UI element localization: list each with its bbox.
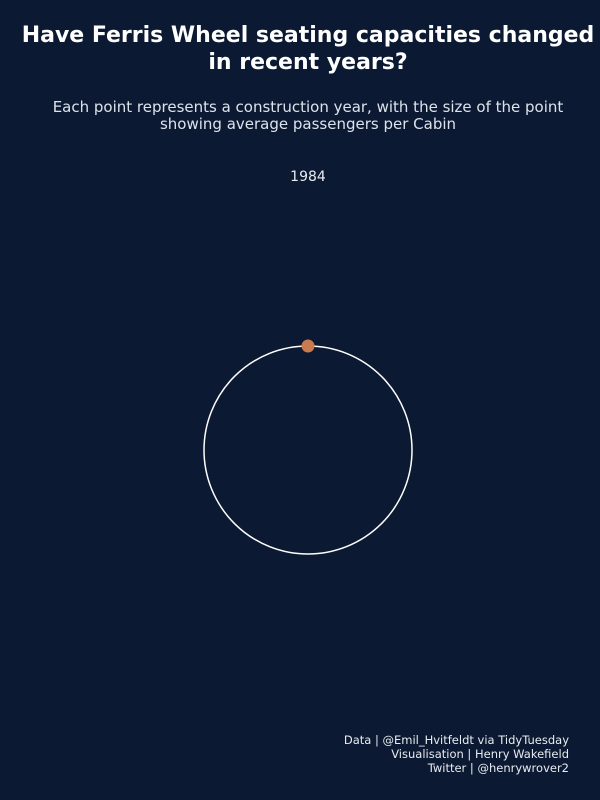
caption: Data | @Emil_Hvitfeldt via TidyTuesday V… [344, 733, 569, 775]
chart-title-line2: in recent years? [208, 50, 408, 75]
chart-subtitle-line1: Each point represents a construction yea… [52, 98, 564, 116]
caption-data-source: Data | @Emil_Hvitfeldt via TidyTuesday [343, 733, 569, 747]
chart-subtitle-line2: showing average passengers per Cabin [159, 115, 457, 133]
data-points-group [301, 339, 315, 353]
chart-title: Have Ferris Wheel seating capacities cha… [0, 22, 600, 76]
chart-subtitle: Each point represents a construction yea… [0, 99, 600, 133]
ferris-wheel-ring [203, 345, 413, 555]
caption-twitter-handle: Twitter | @henrywrover2 [427, 761, 569, 775]
frame-year-label: 1984 [290, 169, 326, 185]
data-point-1984 [301, 339, 315, 353]
chart-title-line1: Have Ferris Wheel seating capacities cha… [21, 23, 595, 48]
caption-visualisation-credit: Visualisation | Henry Wakefield [391, 747, 569, 761]
